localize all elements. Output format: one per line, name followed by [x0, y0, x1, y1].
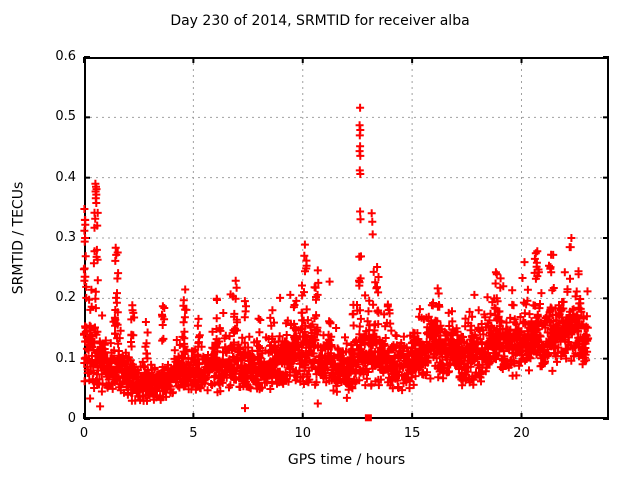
y-tick-label: 0.6 [55, 49, 76, 64]
x-tick-label: 0 [79, 426, 89, 441]
chart-title: Day 230 of 2014, SRMTID for receiver alb… [170, 13, 470, 29]
plot-svg [79, 56, 609, 422]
plot-area [79, 56, 609, 422]
y-tick-label: 0.1 [55, 350, 76, 366]
y-tick-label: 0.4 [55, 169, 76, 185]
x-tick-label: 15 [403, 426, 421, 441]
y-tick-label: 0.5 [55, 109, 76, 125]
data-layer [79, 103, 593, 422]
y-tick-label: 0 [67, 411, 76, 426]
x-axis-title: GPS time / hours [287, 452, 406, 468]
x-tick-label: 5 [189, 426, 198, 441]
y-tick-label: 0.2 [55, 290, 76, 306]
x-tick-label: 10 [294, 426, 312, 441]
y-tick-label: 0.3 [55, 230, 76, 245]
x-tick-label: 20 [513, 426, 530, 441]
